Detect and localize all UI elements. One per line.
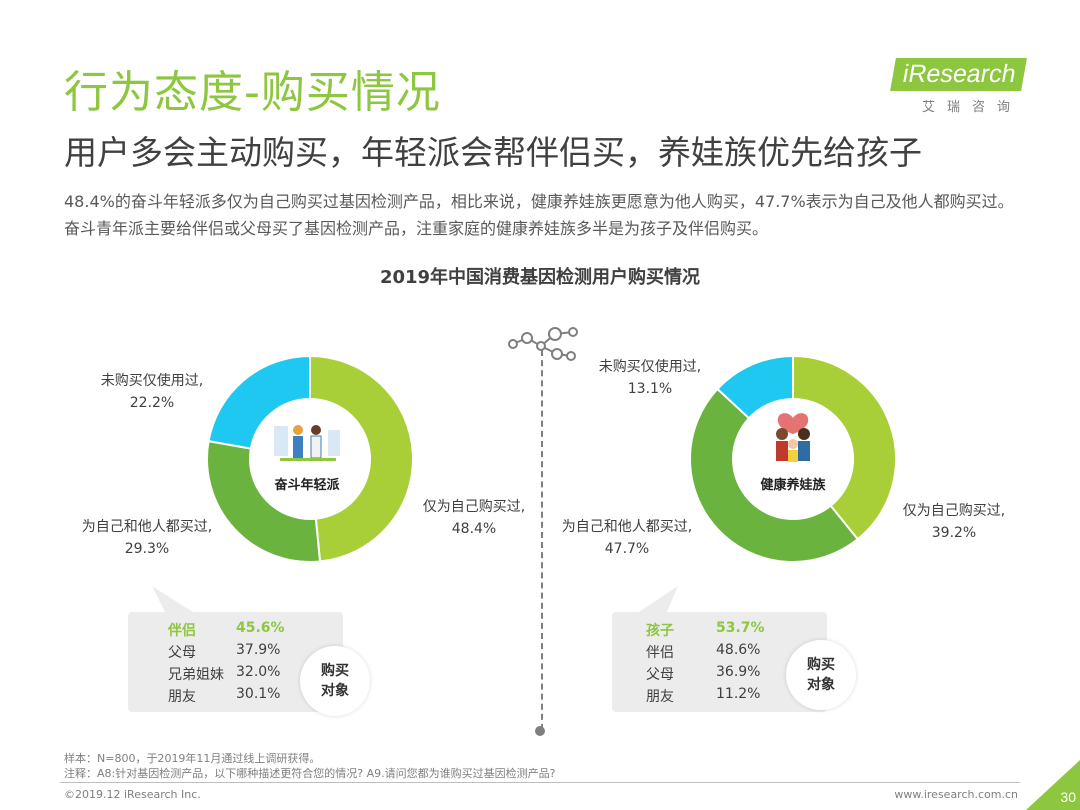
target-label: 兄弟姐妹 <box>168 667 224 683</box>
footer-divider <box>60 782 1020 783</box>
molecule-icon <box>508 327 578 361</box>
slice-label-use-only-young: 未购买仅使用过, 22.2% <box>92 370 212 414</box>
donut-slice-both <box>689 387 860 563</box>
donut-slice-use-only <box>207 354 311 450</box>
badge-line: 对象 <box>807 677 835 693</box>
target-value: 37.9% <box>236 642 281 658</box>
target-value: 36.9% <box>716 664 761 680</box>
center-divider <box>541 350 543 730</box>
slice-value: 13.1% <box>627 381 673 397</box>
target-label: 伴侣 <box>646 645 674 661</box>
center-label-parents: 健康养娃族 <box>760 478 826 493</box>
slice-label-self-parents: 仅为自己购买过, 39.2% <box>894 500 1014 544</box>
badge-line: 购买 <box>321 663 349 679</box>
donut-slice-both <box>206 439 322 563</box>
page-number: 30 <box>1060 789 1076 805</box>
iresearch-logo: iResearch 艾瑞咨询 <box>884 58 1027 118</box>
slice-value: 47.7% <box>604 541 650 557</box>
slice-label-use-only-parents: 未购买仅使用过, 13.1% <box>590 356 710 400</box>
logo-sub-text: 艾瑞咨询 <box>921 100 1022 115</box>
page-subtitle: 用户多会主动购买，年轻派会帮伴侣买，养娃族优先给孩子 <box>64 133 922 172</box>
footnote-sample: 样本：N=800，于2019年11月通过线上调研获得。 <box>64 752 321 765</box>
slice-name: 为自己和他人都买过, <box>561 519 693 535</box>
target-label: 朋友 <box>168 689 196 705</box>
logo-main-text: iResearch <box>890 58 1027 91</box>
illustration-family <box>776 413 810 462</box>
page-number-badge: 30 <box>1026 760 1080 810</box>
badge-line: 对象 <box>321 683 349 699</box>
badge-line: 购买 <box>807 657 835 673</box>
slice-label-self-young: 仅为自己购买过, 48.4% <box>414 496 534 540</box>
divider-end-dot <box>535 726 545 736</box>
footnote-note: 注释：A8:针对基因检测产品，以下哪种描述更符合您的情况? A9.请问您都为谁购… <box>64 767 556 780</box>
target-label: 父母 <box>168 645 196 661</box>
purchase-target-badge-young: 购买 对象 <box>300 646 370 716</box>
slice-value: 29.3% <box>124 541 170 557</box>
target-label: 伴侣 <box>168 623 196 639</box>
slice-name: 仅为自己购买过, <box>902 503 1006 519</box>
donut-slice-self-only <box>792 354 897 541</box>
slice-name: 未购买仅使用过, <box>598 359 702 375</box>
page-title: 行为态度-购买情况 <box>64 67 441 118</box>
center-label-young: 奋斗年轻派 <box>274 478 340 493</box>
target-label: 朋友 <box>646 689 674 705</box>
slice-value: 22.2% <box>129 395 175 411</box>
donut-slice-use-only <box>716 354 794 420</box>
slice-name: 为自己和他人都买过, <box>81 519 213 535</box>
callout-pointer-young <box>152 586 196 614</box>
illustration-young-people <box>274 425 340 461</box>
purchase-target-badge-parents: 购买 对象 <box>786 640 856 710</box>
slice-label-both-young: 为自己和他人都买过, 29.3% <box>72 516 222 560</box>
target-label: 父母 <box>646 667 674 683</box>
description-text: 48.4%的奋斗年轻派多仅为自己购买过基因检测产品，相比来说，健康养娃族更愿意为… <box>64 192 1014 238</box>
target-value: 48.6% <box>716 642 761 658</box>
copyright-text: ©2019.12 iResearch Inc. <box>64 788 201 801</box>
target-value: 45.6% <box>236 620 285 636</box>
target-label: 孩子 <box>646 623 674 639</box>
target-value: 11.2% <box>716 686 761 702</box>
slice-value: 39.2% <box>931 525 977 541</box>
target-value: 53.7% <box>716 620 765 636</box>
target-value: 30.1% <box>236 686 281 702</box>
slice-name: 仅为自己购买过, <box>422 499 526 515</box>
donut-chart-young <box>206 354 414 563</box>
callout-pointer-parents <box>636 586 678 614</box>
donut-slice-self-only <box>309 354 414 563</box>
donut-chart-parents <box>689 354 897 563</box>
target-value: 32.0% <box>236 664 281 680</box>
chart-title: 2019年中国消费基因检测用户购买情况 <box>379 267 701 288</box>
slice-name: 未购买仅使用过, <box>100 373 204 389</box>
website-text: www.iresearch.com.cn <box>894 788 1018 801</box>
slice-label-both-parents: 为自己和他人都买过, 47.7% <box>552 516 702 560</box>
slice-value: 48.4% <box>451 521 497 537</box>
